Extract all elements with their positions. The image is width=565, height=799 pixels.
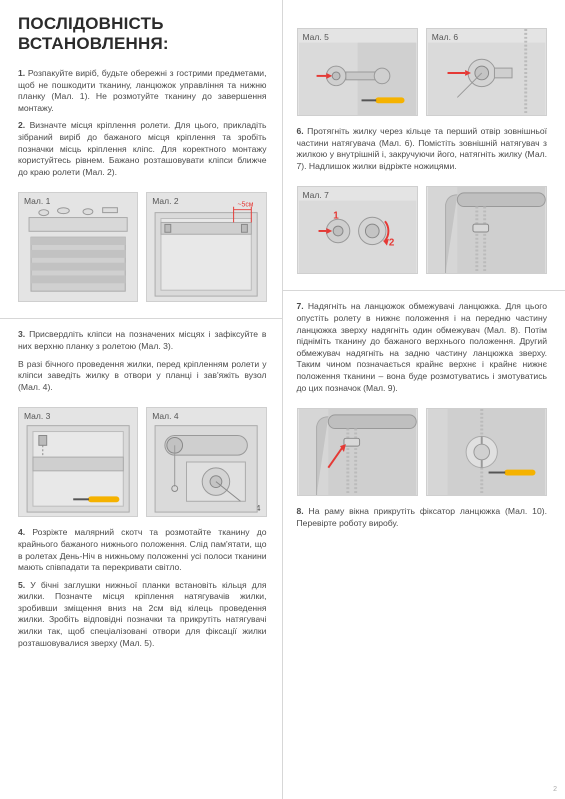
step-3a: 3. Присвердліть кліпси на позначених міс…: [18, 329, 267, 352]
figure-10-illustration: [427, 409, 546, 495]
figure-row-7-8: Мал. 7 1 2 Мал. 8: [297, 186, 548, 274]
figure-row-5-6: Мал. 5 Мал. 6: [297, 28, 548, 116]
figure-row-1-2: Мал. 1 Мал. 2: [18, 192, 267, 302]
figure-7-illustration: 1 2: [298, 187, 417, 273]
figure-2: Мал. 2 ~5см: [146, 192, 266, 302]
page-title: ПОСЛІДОВНІСТЬ ВСТАНОВЛЕННЯ:: [18, 14, 267, 54]
column-divider: [282, 0, 283, 799]
step-7: 7. Надягніть на ланцюжок обмежувачі ланц…: [297, 301, 548, 394]
step-5-text: У бічні заглушки нижньої планки встанові…: [18, 580, 267, 648]
figure-8-illustration: [427, 187, 546, 273]
svg-text:2: 2: [388, 238, 394, 249]
figure-6-illustration: [427, 29, 546, 115]
figure-6: Мал. 6: [426, 28, 547, 116]
horizontal-divider-right-1: [283, 290, 565, 291]
step-1-text: Розпакуйте виріб, будьте обережні з гост…: [18, 68, 267, 113]
figure-7: Мал. 7 1 2: [297, 186, 418, 274]
step-6-text: Протягніть жилку через кільце та перший …: [297, 126, 548, 171]
step-7-text: Надягніть на ланцюжок обмежувачі ланцюжк…: [297, 301, 548, 392]
step-8: 8. На раму вікна прикрутіть фіксатор лан…: [297, 506, 548, 529]
figure-row-3-4: Мал. 3 Мал. 4 Мал. 4: [18, 407, 267, 517]
step-2: 2. Визначте місця кріплення ролети. Для …: [18, 120, 267, 178]
figure-10: Мал. 10: [426, 408, 547, 496]
svg-text:~5см: ~5см: [238, 202, 254, 209]
figure-4-illustration: [147, 408, 265, 516]
figure-8: Мал. 8: [426, 186, 547, 274]
step-2-text: Визначте місця кріплення ролети. Для цьо…: [18, 120, 267, 176]
step-6: 6. Протягніть жилку через кільце та перш…: [297, 126, 548, 172]
step-3b: В разі бічного проведення жилки, перед к…: [18, 359, 267, 394]
figure-1: Мал. 1: [18, 192, 138, 302]
step-3a-text: Присвердліть кліпси на позначених місцях…: [18, 329, 267, 351]
figure-row-9-10: Мал. 9 Мал. 10: [297, 408, 548, 496]
figure-5-illustration: [298, 29, 417, 115]
step-4-text: Розріжте малярний скотч та розмотайте тк…: [18, 527, 267, 572]
svg-text:1: 1: [333, 211, 339, 222]
figure-5: Мал. 5: [297, 28, 418, 116]
figure-9-illustration: [298, 409, 417, 495]
left-column: ПОСЛІДОВНІСТЬ ВСТАНОВЛЕННЯ: 1. Розпакуйт…: [0, 0, 283, 799]
figure-3: Мал. 3: [18, 407, 138, 517]
figure-3-illustration: [19, 408, 137, 516]
figure-4: Мал. 4 Мал. 4: [146, 407, 266, 517]
horizontal-divider-left-1: [0, 318, 283, 319]
right-column: Мал. 5 Мал. 6: [283, 0, 565, 799]
step-8-text: На раму вікна прикрутіть фіксатор ланцюж…: [297, 506, 548, 528]
figure-9: Мал. 9: [297, 408, 418, 496]
step-5: 5. У бічні заглушки нижньої планки встан…: [18, 580, 267, 650]
step-3b-text: В разі бічного проведення жилки, перед к…: [18, 359, 267, 392]
figure-2-illustration: ~5см: [147, 193, 265, 301]
figure-1-illustration: [19, 193, 137, 301]
step-4: 4. Розріжте малярний скотч та розмотайте…: [18, 527, 267, 573]
page-number: 2: [553, 786, 557, 793]
step-1: 1. Розпакуйте виріб, будьте обережні з г…: [18, 68, 267, 114]
